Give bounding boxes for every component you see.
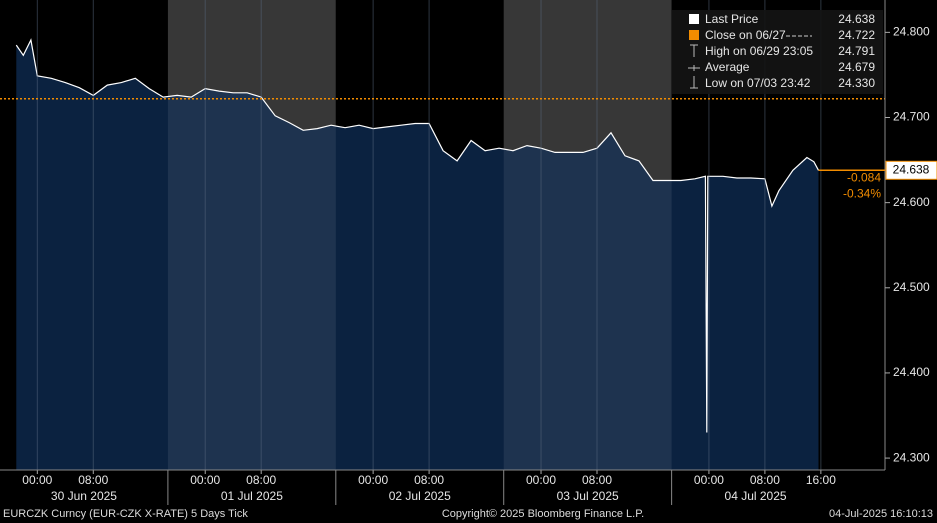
x-tick-label: 08:00 (78, 473, 108, 487)
footer-right: 04-Jul-2025 16:10:13 (829, 508, 933, 520)
session-highlight (167, 0, 336, 470)
y-tick-label: 24.800 (893, 25, 930, 39)
x-tick-label: 08:00 (582, 473, 612, 487)
x-tick-label: 08:00 (750, 473, 780, 487)
legend-value: 24.638 (838, 12, 875, 26)
footer-left: EURCZK Curncy (EUR-CZK X-RATE) 5 Days Ti… (3, 508, 248, 520)
legend-name: Average (705, 60, 750, 74)
legend-name: High on 06/29 23:05 (705, 44, 813, 58)
legend-marker (689, 14, 699, 24)
legend-name: Last Price (705, 12, 759, 26)
legend-box (672, 10, 883, 94)
y-tick-label: 24.400 (893, 365, 930, 379)
last-price-box (885, 160, 937, 180)
session-label: 03 Jul 2025 (557, 489, 619, 503)
legend-name: Low on 07/03 23:42 (705, 76, 811, 90)
x-tick-label: 00:00 (694, 473, 724, 487)
y-tick-label: 24.300 (893, 450, 930, 464)
change-pct: -0.34% (843, 186, 881, 200)
line (15, 38, 820, 433)
change: -0.084 (847, 170, 881, 184)
y-tick-label: 24.700 (893, 110, 930, 124)
y-tick-label: 24.600 (893, 195, 930, 209)
legend-marker (690, 44, 698, 57)
session-highlight (503, 0, 672, 470)
legend-value: 24.330 (838, 76, 875, 90)
session-label: 30 Jun 2025 (51, 489, 117, 503)
legend-value: 24.722 (838, 28, 875, 42)
legend-value: 24.791 (838, 44, 875, 58)
x-tick-label: 00:00 (190, 473, 220, 487)
session-label: 04 Jul 2025 (725, 489, 787, 503)
legend-marker (690, 76, 698, 89)
area (16, 40, 819, 470)
legend-marker (688, 65, 700, 71)
footer-center: Copyright© 2025 Bloomberg Finance L.P. (442, 508, 644, 520)
legend-name: Close on 06/27 (705, 28, 786, 42)
x-tick-label: 00:00 (358, 473, 388, 487)
plot-area: 00:00 08:00 00:00 08:00 00:00 08:00 00:00 08:00… (0, 0, 937, 505)
session-label: 02 Jul 2025 (389, 489, 451, 503)
x-tick-label: 00:00 (22, 473, 52, 487)
session-label: 01 Jul 2025 (221, 489, 283, 503)
x-tick-label: 08:00 (246, 473, 276, 487)
legend-marker (689, 30, 699, 40)
legend: Last Price 24.638 Close on 06/27 24.722 High… (672, 10, 883, 94)
y-tick-label: 24.500 (893, 280, 930, 294)
legend-value: 24.679 (838, 60, 875, 74)
last-price-label: 24.638 (893, 162, 930, 176)
x-tick-label: 16:00 (806, 473, 836, 487)
x-tick-label: 08:00 (414, 473, 444, 487)
x-tick-label: 00:00 (526, 473, 556, 487)
